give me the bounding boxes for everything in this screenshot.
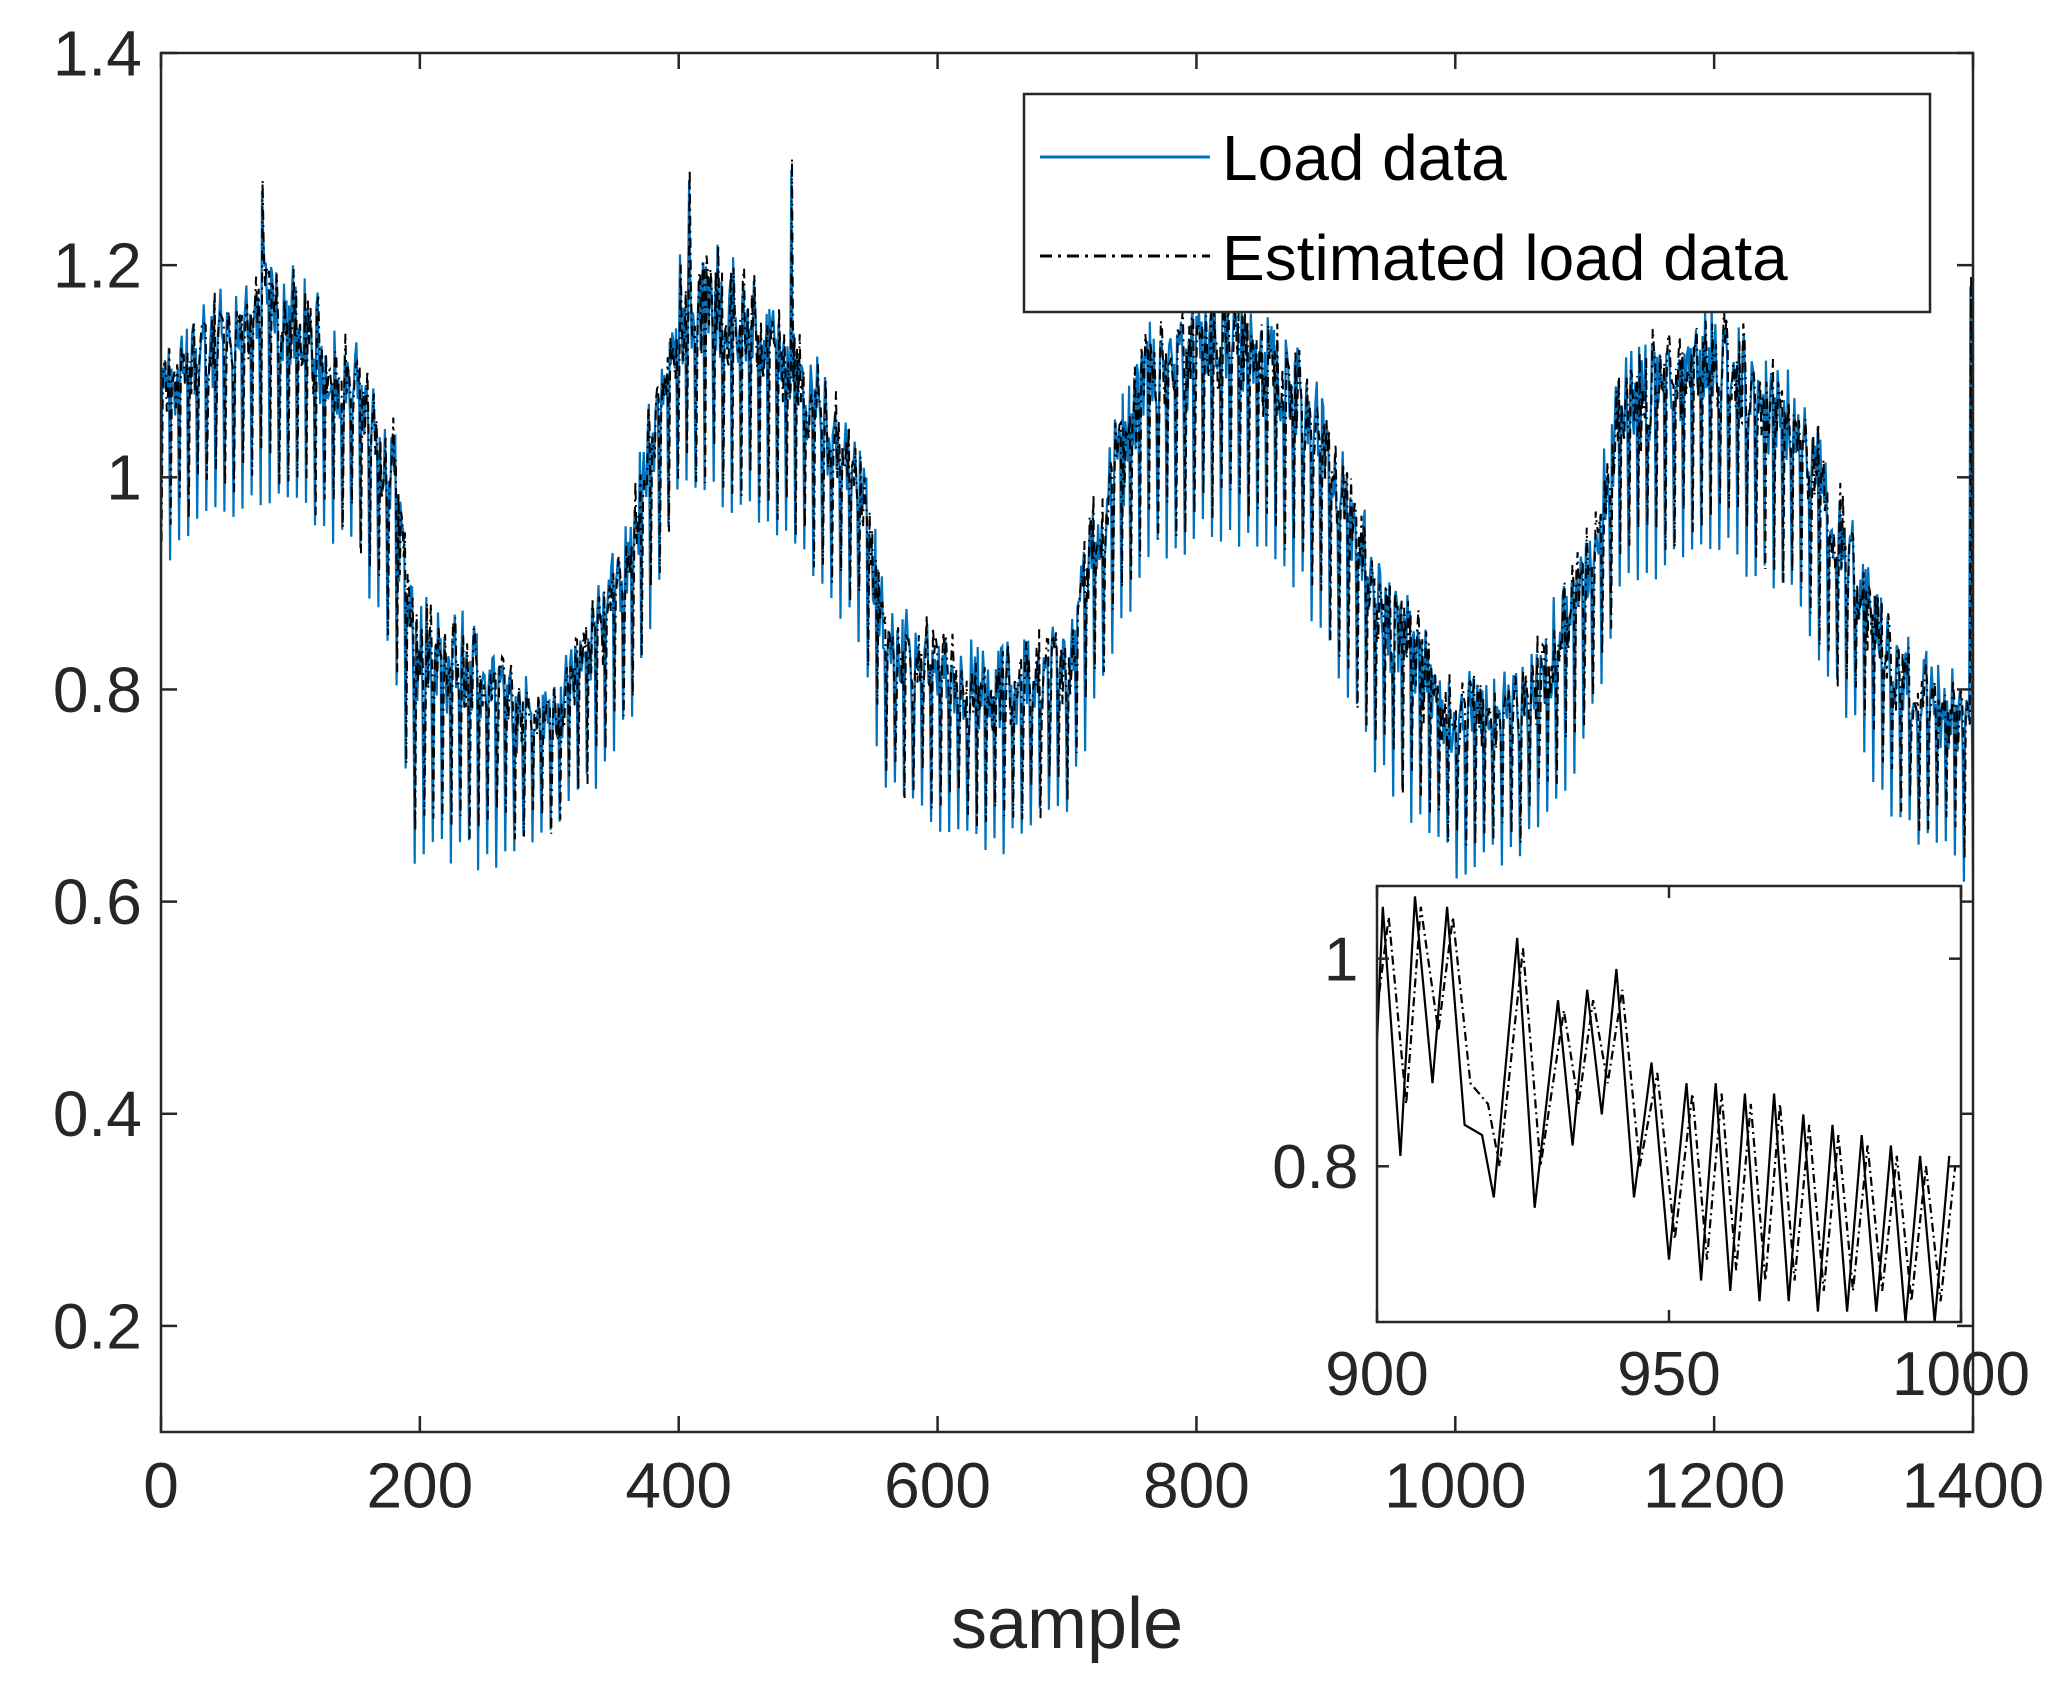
main-x-ticks: 0 200 400 600 800 1000 1200 1400 [143,53,2044,1522]
inset-y-tick-label: 0.8 [1272,1133,1358,1202]
main-y-tick-label: 0.6 [53,866,142,938]
main-series-group [161,159,1973,882]
main-y-ticks: 0.20.40.60.811.21.4 [53,17,1973,1362]
inset-series-estimated-load-data-line [1377,906,1957,1302]
main-x-tick-label: 1400 [1902,1450,2044,1522]
inset-axes: 900 950 1000 0.81 [1272,884,2030,1409]
inset-series-load-data-line [1377,896,1951,1322]
legend-box [1022,92,1932,314]
main-y-tick-label: 0.8 [53,654,142,726]
main-x-tick-label: 200 [366,1450,473,1522]
main-x-tick-label: 400 [625,1450,732,1522]
legend: Load data Estimated load data [1022,92,1932,314]
main-x-tick-label: 0 [143,1450,179,1522]
inset-series-group [1377,896,1957,1322]
main-y-tick-label: 1 [106,442,142,514]
main-y-tick-label: 0.4 [53,1078,142,1150]
main-x-tick-label: 600 [884,1450,991,1522]
inset-x-tick-label: 900 [1325,1340,1428,1409]
main-x-tick-label: 1000 [1384,1450,1526,1522]
main-axes-box [159,51,1975,1434]
inset-x-tick-label: 1000 [1892,1340,2030,1409]
inset-y-tick-label: 1 [1324,925,1358,994]
main-x-tick-label: 1200 [1643,1450,1785,1522]
inset-x-ticks: 900 950 1000 [1325,886,2030,1409]
x-axis-label: sample [951,1584,1183,1664]
main-y-tick-label: 1.4 [53,17,142,89]
inset-y-ticks: 0.81 [1272,925,1961,1202]
series-estimated-load-data-line [161,159,1973,859]
main-y-tick-label: 1.2 [53,230,142,302]
inset-x-tick-label: 950 [1617,1340,1720,1409]
legend-label-estimated-load-data: Estimated load data [1222,222,1788,294]
legend-label-load-data: Load data [1222,122,1507,194]
main-x-tick-label: 800 [1143,1450,1250,1522]
main-y-tick-label: 0.2 [53,1290,142,1362]
